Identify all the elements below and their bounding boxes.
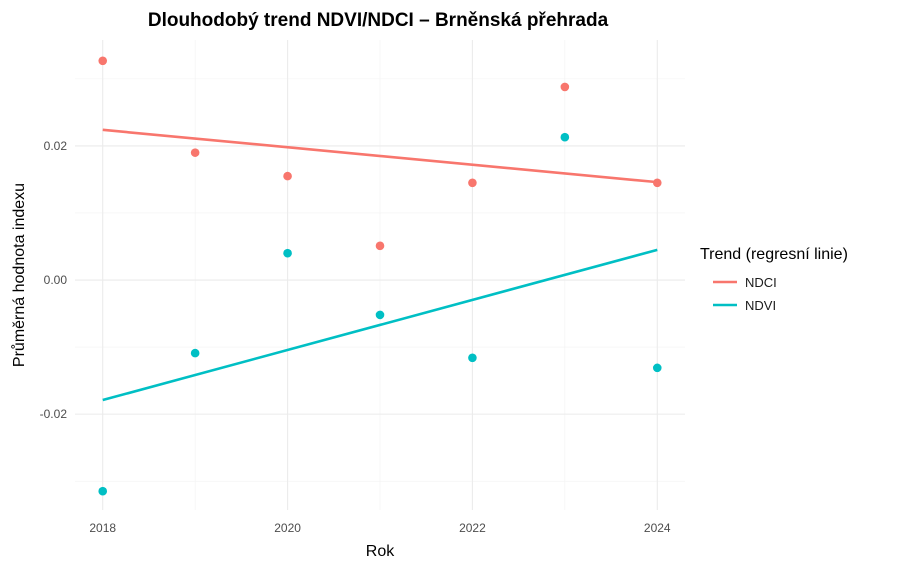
data-point-ndvi xyxy=(98,486,108,496)
y-tick-label: -0.02 xyxy=(40,407,68,421)
data-point-ndci xyxy=(190,148,200,157)
chart-title: Dlouhodobý trend NDVI/NDCI – Brněnská př… xyxy=(148,10,609,31)
x-tick-label: 2020 xyxy=(274,521,301,535)
x-tick-label: 2018 xyxy=(89,521,116,535)
x-tick-label: 2022 xyxy=(459,521,486,535)
legend-title: Trend (regresní linie) xyxy=(700,246,848,263)
legend: Trend (regresní linie) NDCI NDVI xyxy=(700,246,848,313)
legend-label: NDVI xyxy=(745,298,776,313)
x-tick-label: 2024 xyxy=(644,521,671,535)
y-tick-label: 0.02 xyxy=(44,139,68,153)
data-point-ndvi xyxy=(375,310,385,320)
data-point-ndci xyxy=(560,82,570,92)
y-tick-label: 0.00 xyxy=(44,273,68,287)
data-point-ndvi xyxy=(468,353,477,363)
data-point-ndvi xyxy=(560,132,570,142)
data-point-ndvi xyxy=(283,248,292,258)
trend-line-ndvi xyxy=(102,248,658,402)
data-point-ndci xyxy=(98,56,108,66)
data-point-ndci xyxy=(468,178,477,188)
data-point-ndci xyxy=(375,241,385,251)
y-axis-label: Průměrná hodnota indexu xyxy=(10,183,28,367)
data-point-ndvi xyxy=(652,363,662,373)
data-point-ndci xyxy=(283,171,292,181)
data-point-ndvi xyxy=(190,348,200,358)
legend-label: NDCI xyxy=(745,275,777,290)
trend-line-ndci xyxy=(102,128,658,184)
x-axis-label: Rok xyxy=(366,543,395,560)
